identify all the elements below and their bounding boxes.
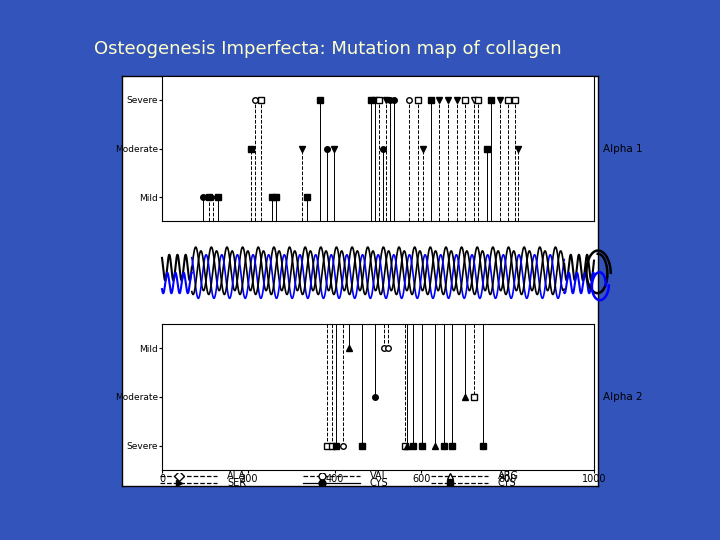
Text: Alpha 1: Alpha 1: [603, 144, 642, 153]
Text: SER: SER: [227, 478, 246, 488]
Text: VAL: VAL: [369, 471, 387, 481]
Text: ALA: ALA: [227, 471, 246, 481]
Text: CYS: CYS: [498, 478, 516, 488]
Text: Alpha 2: Alpha 2: [603, 392, 642, 402]
Text: CYS: CYS: [369, 478, 388, 488]
Text: ARG: ARG: [498, 471, 519, 481]
Text: Osteogenesis Imperfecta: Mutation map of collagen: Osteogenesis Imperfecta: Mutation map of…: [94, 39, 561, 58]
